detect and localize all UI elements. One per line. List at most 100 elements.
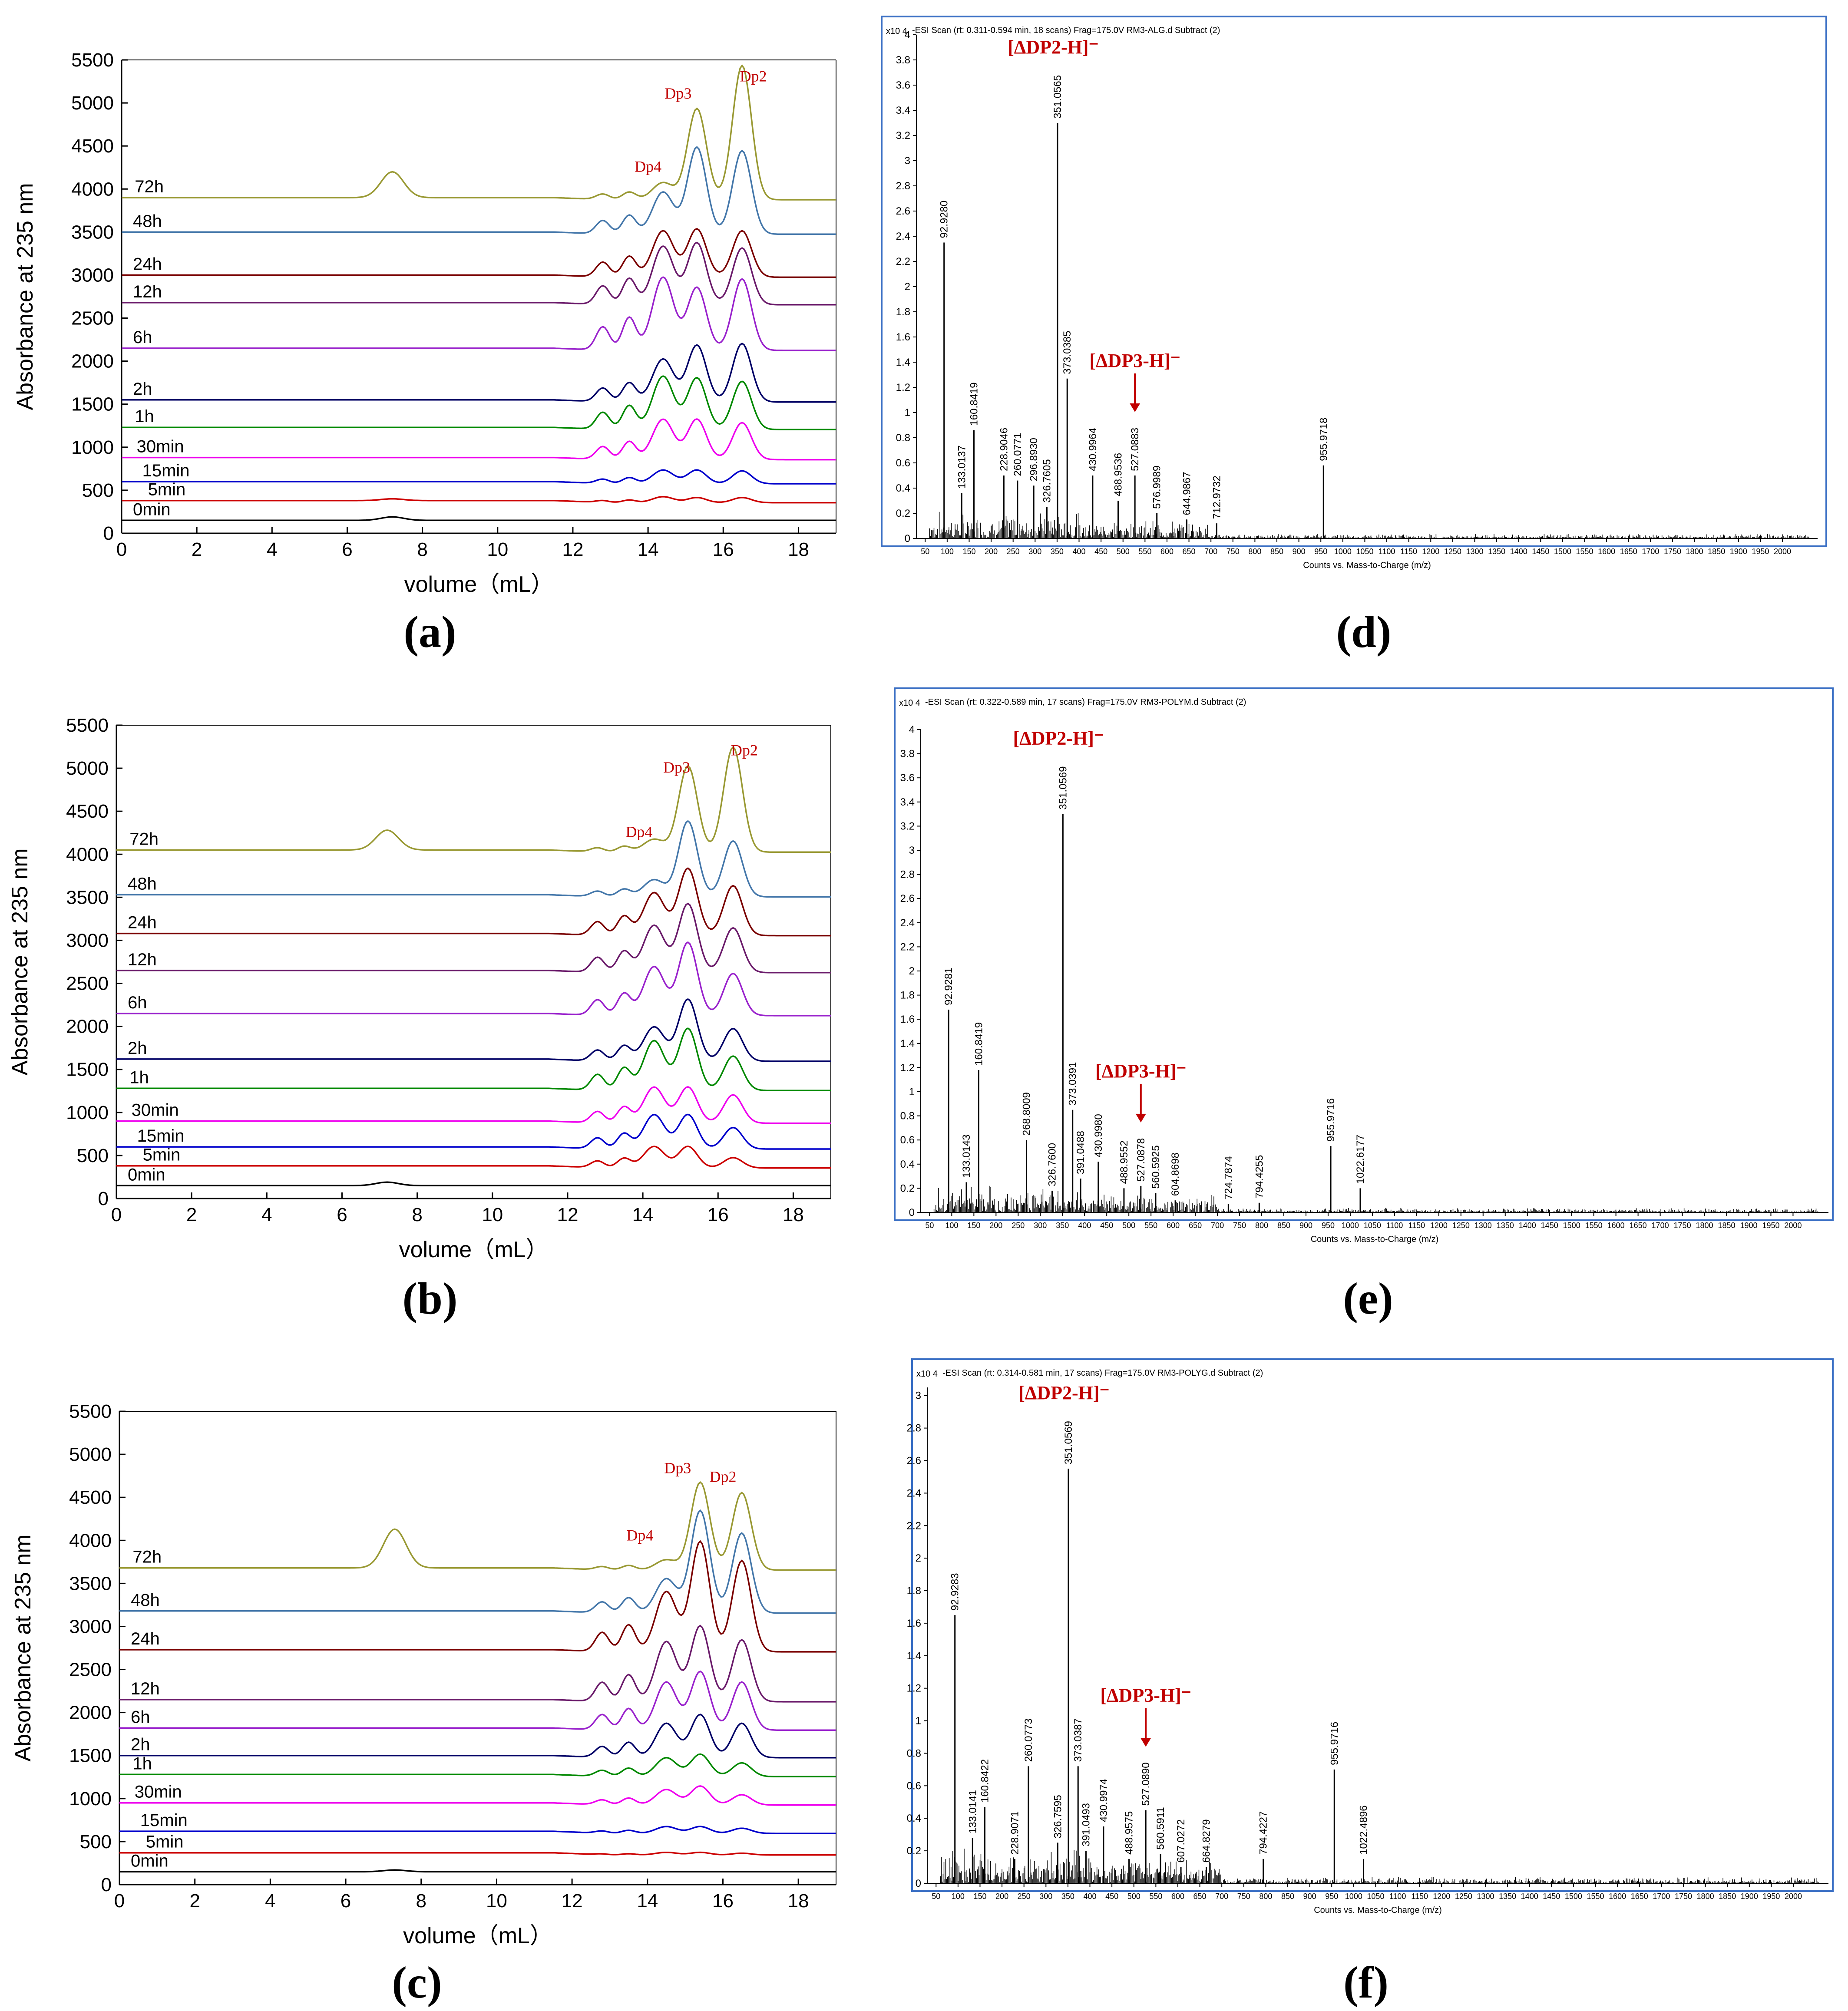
- trace-2h: [122, 342, 836, 403]
- peak-label-dp2: Dp2: [731, 741, 758, 759]
- y-tick-label: 2: [916, 1552, 921, 1564]
- trace-label-6h: 6h: [131, 1707, 150, 1727]
- y-tick-label: 2.6: [900, 893, 915, 905]
- x-tick-label: 4: [265, 1890, 275, 1912]
- y-tick-label: 0: [909, 1207, 915, 1218]
- trace-1h: [119, 1753, 836, 1778]
- x-tick-label: 1350: [1497, 1221, 1514, 1230]
- trace-2h: [119, 1714, 836, 1759]
- y-tick-label: 5000: [66, 758, 109, 779]
- x-tick-label: 950: [1325, 1892, 1338, 1901]
- x-tick-label: 500: [1122, 1221, 1135, 1230]
- y-tick-label: 5500: [71, 50, 114, 71]
- x-tick-label: 1300: [1474, 1221, 1492, 1230]
- x-tick-label: 18: [788, 1890, 809, 1912]
- y-tick-label: 5500: [66, 715, 109, 736]
- trace-label-30min: 30min: [132, 1101, 179, 1120]
- y-tick-label: 2: [909, 965, 915, 977]
- x-tick-label: 100: [945, 1221, 958, 1230]
- peak-label: 133.0143: [961, 1134, 972, 1178]
- x-axis-label: Counts vs. Mass-to-Charge (m/z): [1311, 1235, 1439, 1244]
- x-tick-label: 600: [1160, 547, 1174, 556]
- trace-15min: [119, 1826, 836, 1834]
- trace-label-24h: 24h: [133, 254, 162, 274]
- trace-6h: [119, 1670, 836, 1731]
- y-tick-label: 4000: [71, 178, 114, 200]
- y-unit-label: x10 4: [899, 698, 920, 708]
- peak-label: 391.0488: [1075, 1131, 1087, 1174]
- x-tick-label: 350: [1056, 1221, 1069, 1230]
- peak-label: 133.0141: [967, 1790, 979, 1833]
- x-tick-label: 1850: [1708, 547, 1725, 556]
- y-tick-label: 2.4: [896, 231, 910, 242]
- y-tick-label: 2500: [71, 308, 114, 329]
- trace-72h: [119, 1481, 836, 1571]
- x-tick-label: 1000: [1345, 1892, 1362, 1901]
- x-tick-label: 150: [967, 1221, 980, 1230]
- y-tick-label: 4: [909, 724, 915, 736]
- trace-12h: [122, 241, 836, 306]
- peak-label-dp2: Dp2: [740, 68, 767, 85]
- trace-label-72h: 72h: [132, 1548, 162, 1567]
- peak-label: 373.0391: [1067, 1062, 1079, 1106]
- ms-header: -ESI Scan (rt: 0.311-0.594 min, 18 scans…: [912, 26, 1220, 35]
- trace-0min: [122, 516, 836, 522]
- peak-label: 576.9989: [1151, 466, 1163, 509]
- x-tick-label: 1100: [1379, 547, 1395, 556]
- trace-label-24h: 24h: [128, 913, 157, 932]
- peak-label: 351.0565: [1052, 75, 1064, 119]
- y-tick-label: 1.8: [907, 1585, 921, 1597]
- x-tick-label: 12: [562, 1890, 583, 1912]
- peak-label: 373.0387: [1072, 1718, 1084, 1762]
- trace-label-30min: 30min: [137, 437, 184, 456]
- peak-label: 955.9716: [1329, 1722, 1340, 1765]
- ms-panel-e: x10 4 -ESI Scan (rt: 0.322-0.589 min, 17 …: [894, 687, 1834, 1324]
- peak-label: 527.0890: [1140, 1762, 1152, 1806]
- x-tick-label: 50: [925, 1221, 934, 1230]
- trace-label-12h: 12h: [128, 950, 157, 969]
- x-tick-label: 1300: [1477, 1892, 1494, 1901]
- x-tick-label: 400: [1078, 1221, 1091, 1230]
- x-tick-label: 1750: [1675, 1892, 1692, 1901]
- x-tick-label: 0: [116, 539, 127, 560]
- x-tick-label: 150: [962, 547, 975, 556]
- trace-12h: [119, 1625, 836, 1703]
- x-tick-label: 200: [985, 547, 998, 556]
- y-tick-label: 2: [905, 281, 910, 293]
- x-tick-label: 1450: [1541, 1221, 1558, 1230]
- y-tick-label: 0.8: [896, 432, 910, 444]
- ms-frame: [881, 16, 1827, 547]
- peak-label: 488.9552: [1118, 1140, 1130, 1184]
- x-tick-label: 50: [932, 1892, 940, 1901]
- trace-label-5min: 5min: [148, 480, 186, 499]
- x-tick-label: 12: [562, 539, 583, 560]
- x-tick-label: 14: [637, 1890, 658, 1912]
- peak-label: 488.9575: [1124, 1811, 1135, 1855]
- y-tick-label: 2.8: [896, 180, 910, 192]
- x-tick-label: 12: [557, 1204, 578, 1225]
- y-tick-label: 0.2: [907, 1845, 921, 1857]
- x-tick-label: 1900: [1730, 547, 1747, 556]
- x-tick-label: 250: [1018, 1892, 1031, 1901]
- x-tick-label: 250: [1007, 547, 1020, 556]
- x-tick-label: 2000: [1774, 547, 1791, 556]
- y-tick-label: 3500: [69, 1573, 112, 1594]
- x-tick-label: 1800: [1696, 1221, 1713, 1230]
- y-tick-label: 1000: [66, 1102, 109, 1123]
- y-tick-label: 4500: [66, 801, 109, 822]
- peak-label: 351.0569: [1057, 766, 1069, 809]
- x-tick-label: 1650: [1620, 547, 1637, 556]
- panel-label: (d): [1336, 607, 1391, 657]
- x-tick-label: 1650: [1631, 1892, 1648, 1901]
- x-tick-label: 50: [921, 547, 929, 556]
- x-tick-label: 1050: [1364, 1221, 1381, 1230]
- panel-label: (a): [403, 607, 456, 657]
- peak-label-dp3: Dp3: [664, 1460, 691, 1477]
- peak-label: 1022.4896: [1358, 1805, 1370, 1854]
- x-tick-label: 1550: [1587, 1892, 1604, 1901]
- y-tick-label: 1: [905, 407, 910, 419]
- y-tick-label: 1.2: [900, 1062, 915, 1073]
- y-tick-label: 0.4: [907, 1813, 921, 1824]
- y-tick-label: 0.6: [907, 1780, 921, 1792]
- x-tick-label: 950: [1322, 1221, 1335, 1230]
